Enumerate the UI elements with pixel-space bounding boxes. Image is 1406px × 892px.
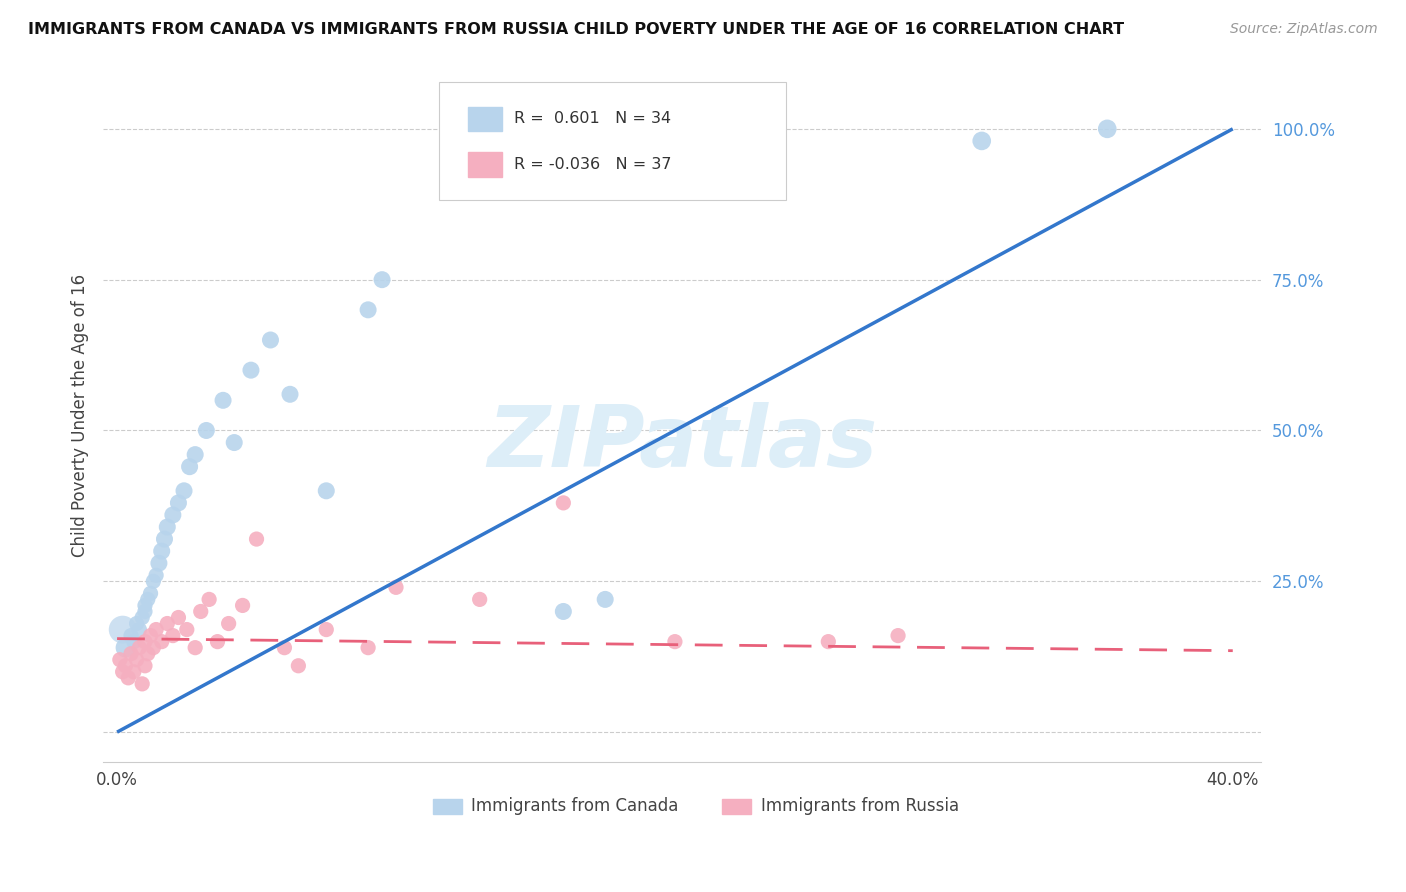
Point	[114, 640, 136, 655]
Point	[207, 634, 229, 648]
Point	[111, 665, 134, 679]
Bar	[468, 153, 502, 177]
Bar	[468, 107, 502, 131]
Point	[131, 677, 153, 691]
Point	[259, 333, 281, 347]
Point	[176, 623, 198, 637]
Point	[150, 544, 173, 558]
Point	[167, 610, 190, 624]
Point	[142, 574, 165, 589]
Point	[553, 605, 575, 619]
Point	[218, 616, 240, 631]
Point	[139, 586, 162, 600]
Point	[468, 592, 491, 607]
Point	[190, 605, 212, 619]
Point	[287, 658, 309, 673]
Bar	[723, 799, 751, 814]
Point	[125, 653, 148, 667]
Point	[117, 671, 139, 685]
Point	[817, 634, 839, 648]
Point	[195, 424, 218, 438]
Bar	[433, 799, 463, 814]
Point	[1097, 121, 1119, 136]
Point	[148, 556, 170, 570]
Point	[120, 647, 142, 661]
Point	[114, 658, 136, 673]
Point	[184, 448, 207, 462]
Point	[245, 532, 267, 546]
Point	[970, 134, 993, 148]
Point	[173, 483, 195, 498]
Point	[128, 623, 150, 637]
Point	[224, 435, 246, 450]
Text: ZIPatlas: ZIPatlas	[486, 401, 877, 484]
Point	[315, 623, 337, 637]
Point	[120, 629, 142, 643]
Point	[371, 273, 394, 287]
Y-axis label: Child Poverty Under the Age of 16: Child Poverty Under the Age of 16	[72, 274, 89, 557]
Point	[134, 634, 156, 648]
Point	[125, 616, 148, 631]
Point	[153, 532, 176, 546]
Point	[179, 459, 201, 474]
Point	[167, 496, 190, 510]
Point	[156, 520, 179, 534]
FancyBboxPatch shape	[439, 82, 786, 201]
Text: Immigrants from Russia: Immigrants from Russia	[761, 797, 959, 815]
Point	[553, 496, 575, 510]
Point	[139, 629, 162, 643]
Point	[357, 640, 380, 655]
Point	[184, 640, 207, 655]
Point	[273, 640, 295, 655]
Point	[212, 393, 235, 408]
Point	[278, 387, 301, 401]
Point	[357, 302, 380, 317]
Point	[664, 634, 686, 648]
Text: IMMIGRANTS FROM CANADA VS IMMIGRANTS FROM RUSSIA CHILD POVERTY UNDER THE AGE OF : IMMIGRANTS FROM CANADA VS IMMIGRANTS FRO…	[28, 22, 1125, 37]
Point	[134, 658, 156, 673]
Point	[134, 605, 156, 619]
Point	[142, 640, 165, 655]
Point	[111, 623, 134, 637]
Text: Source: ZipAtlas.com: Source: ZipAtlas.com	[1230, 22, 1378, 37]
Text: R = -0.036   N = 37: R = -0.036 N = 37	[515, 157, 672, 172]
Point	[198, 592, 221, 607]
Point	[162, 508, 184, 522]
Point	[162, 629, 184, 643]
Point	[122, 634, 145, 648]
Point	[232, 599, 254, 613]
Point	[315, 483, 337, 498]
Point	[122, 665, 145, 679]
Point	[385, 580, 408, 594]
Point	[593, 592, 616, 607]
Point	[136, 647, 159, 661]
Text: Immigrants from Canada: Immigrants from Canada	[471, 797, 679, 815]
Point	[128, 640, 150, 655]
Point	[108, 653, 131, 667]
Text: R =  0.601   N = 34: R = 0.601 N = 34	[515, 111, 671, 126]
Point	[145, 568, 167, 582]
Point	[239, 363, 262, 377]
Point	[887, 629, 910, 643]
Point	[145, 623, 167, 637]
Point	[156, 616, 179, 631]
Point	[131, 610, 153, 624]
Point	[136, 592, 159, 607]
Point	[150, 634, 173, 648]
Point	[134, 599, 156, 613]
